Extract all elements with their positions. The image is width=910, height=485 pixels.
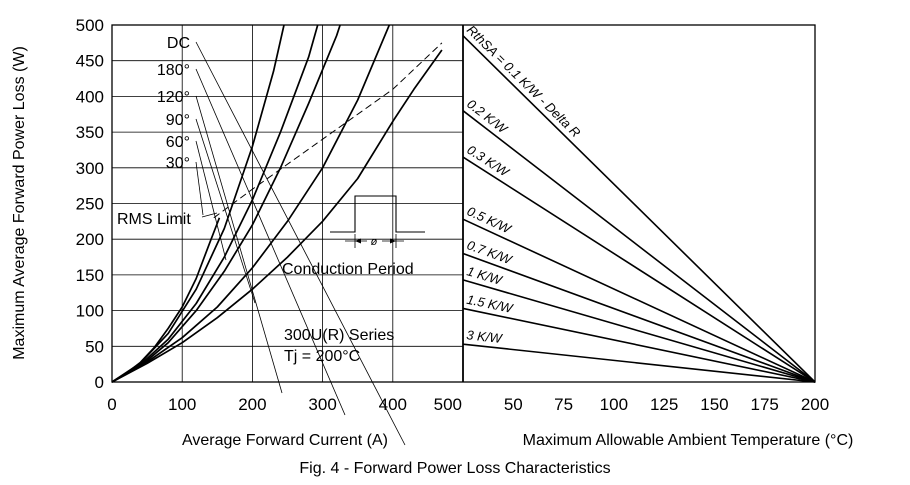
curve-label-120: 120° (157, 89, 190, 106)
y-tick-label: 100 (76, 302, 104, 321)
rth-line-0-3-k-w (463, 157, 815, 382)
rth-label-1-5-k-w: 1.5 K/W (465, 292, 515, 316)
left-x-tick-label: 400 (379, 395, 407, 414)
y-tick-label: 400 (76, 87, 104, 106)
rth-label-0-3-k-w: 0.3 K/W (464, 142, 512, 180)
curve-label-60: 60° (166, 134, 190, 151)
right-series-group (463, 36, 815, 382)
rth-line-0-5-k-w (463, 219, 815, 382)
y-tick-label: 350 (76, 123, 104, 142)
left-x-tick-label: 300 (308, 395, 336, 414)
series-name-label: 300U(R) Series (284, 327, 394, 344)
rth-label-3-k-w: 3 K/W (466, 327, 505, 346)
right-x-tick-label: 75 (554, 395, 573, 414)
y-tick-label: 200 (76, 230, 104, 249)
labels: 0 50 100 150 200 250 300 350 400 450 500 0 100 200 300… (76, 16, 830, 445)
right-x-tick-label: 50 (504, 395, 523, 414)
y-tick-label: 50 (85, 337, 104, 356)
figure-caption: Fig. 4 - Forward Power Loss Characterist… (299, 460, 610, 477)
right-x-tick-label: 100 (600, 395, 628, 414)
y-tick-label: 450 (76, 52, 104, 71)
curve-label-30: 30° (166, 155, 190, 172)
curve-label-90: 90° (166, 112, 190, 129)
y-axis-label: Maximum Average Forward Power Loss (W) (11, 46, 28, 360)
phi-symbol: ø (371, 236, 378, 248)
rth-line-rthsa-0-1-k-w-delta-r (463, 36, 815, 382)
right-x-axis-label: Maximum Allowable Ambient Temperature (°… (523, 432, 854, 449)
y-tick-label: 500 (76, 16, 104, 35)
curve-leader-line (196, 162, 203, 215)
rth-line-0-2-k-w (463, 111, 815, 382)
rms-limit-label: RMS Limit (117, 211, 191, 228)
left-x-tick-label: 500 (434, 395, 462, 414)
conduction-period-label: Conduction Period (282, 261, 414, 278)
right-x-tick-label: 175 (751, 395, 779, 414)
curve-leader-line (196, 141, 226, 260)
left-x-axis-label: Average Forward Current (A) (182, 432, 388, 449)
rms-limit-dashed-line (214, 43, 442, 218)
rth-line-1-5-k-w (463, 308, 815, 382)
y-tick-label: 250 (76, 195, 104, 214)
right-x-tick-label: 150 (700, 395, 728, 414)
y-tick-label: 300 (76, 159, 104, 178)
left-x-tick-label: 0 (107, 395, 116, 414)
left-x-tick-label: 100 (168, 395, 196, 414)
curve-label-180: 180° (157, 62, 190, 79)
right-x-tick-label: 200 (801, 395, 829, 414)
rth-label-rthsa-0-1-k-w-delta-r: RthSA = 0.1 K/W - Delta R (464, 22, 584, 140)
y-tick-label: 0 (95, 373, 104, 392)
junction-temp-label: Tj = 200°C (284, 348, 360, 365)
curve-label-dc: DC (167, 35, 190, 52)
right-x-tick-label: 125 (650, 395, 678, 414)
left-x-tick-label: 200 (238, 395, 266, 414)
y-tick-label: 150 (76, 266, 104, 285)
